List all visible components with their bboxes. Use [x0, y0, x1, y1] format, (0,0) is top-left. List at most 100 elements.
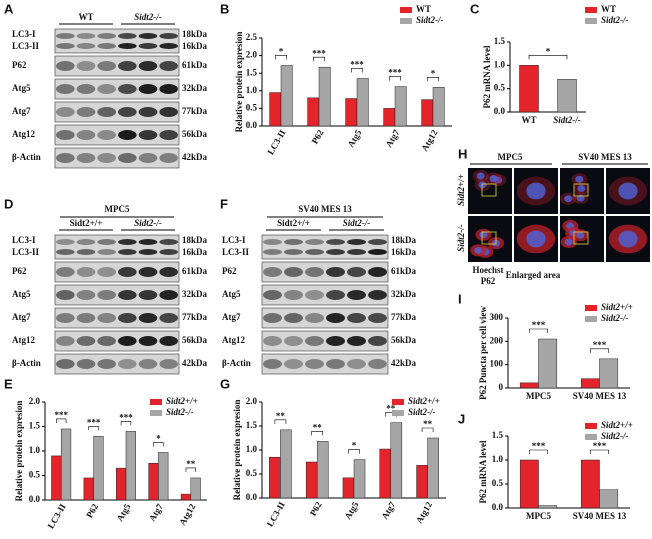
- size-label: 61kDa: [182, 60, 208, 70]
- sig-label: *: [546, 46, 551, 56]
- legend-label: Sidt2+/+: [601, 302, 633, 312]
- blot-band: [97, 313, 116, 323]
- bar: [316, 441, 329, 499]
- y-tick-label: 0.5: [246, 468, 258, 478]
- blot-band: [56, 267, 75, 277]
- group-label: WT: [78, 12, 93, 22]
- y-tick-label: 0.0: [29, 494, 41, 504]
- sig-label: ***: [350, 60, 364, 70]
- blot-band: [138, 359, 158, 369]
- blot-band: [76, 43, 96, 49]
- blot-band: [159, 130, 178, 140]
- blot-band: [347, 336, 366, 346]
- blot-band: [118, 61, 137, 71]
- bar: [416, 465, 428, 499]
- bar: [379, 448, 392, 499]
- row-label: Atg7: [12, 312, 31, 322]
- blot-band: [56, 61, 75, 71]
- x-tick-label: Atg7: [384, 128, 402, 149]
- blot-band: [97, 239, 116, 245]
- blot-band: [118, 153, 137, 163]
- blot-band: [56, 239, 75, 245]
- legend-label: Sidt2-/-: [408, 407, 436, 417]
- y-axis-label: Relative protein expresion: [14, 401, 24, 502]
- sig-bracket: [590, 449, 609, 454]
- row-label: LC3-I: [222, 235, 246, 245]
- blot-strip: [261, 353, 389, 375]
- bar: [345, 98, 358, 127]
- blot-band: [347, 239, 366, 245]
- bar: [580, 459, 600, 509]
- row-label: β-Actin: [12, 152, 41, 162]
- blot-band: [347, 359, 366, 369]
- x-tick-label: P62: [308, 500, 324, 518]
- sig-label: **: [386, 404, 396, 414]
- blot-band: [76, 290, 96, 300]
- bar: [580, 378, 600, 389]
- blot-band: [97, 267, 116, 277]
- blot-band: [138, 153, 158, 163]
- panel-letter: D: [4, 196, 13, 211]
- size-label: 42kDa: [182, 152, 208, 162]
- blot-band: [56, 33, 75, 39]
- blot-band: [97, 249, 116, 255]
- blot-band: [138, 130, 158, 140]
- x-tick-label: LC3-II: [265, 500, 287, 529]
- sig-label: *: [431, 68, 436, 78]
- blot-band: [159, 290, 178, 300]
- zoom-box: [481, 183, 497, 197]
- blot-band: [118, 267, 137, 277]
- sig-bracket: [120, 421, 132, 426]
- nucleus: [479, 231, 488, 239]
- blot-band: [326, 249, 345, 255]
- sig-bracket: [351, 68, 363, 73]
- y-tick-label: 2.0: [246, 396, 258, 406]
- y-tick-label: 1.5: [246, 67, 258, 77]
- sig-bracket: [427, 76, 439, 82]
- row-label: Atg7: [12, 106, 31, 116]
- blot-band: [305, 267, 324, 277]
- legend-label: Sidt2+/+: [408, 396, 440, 406]
- row-label: Atg5: [222, 289, 241, 299]
- blot-title: SV40 MES 13: [298, 204, 352, 214]
- legend-swatch: [585, 423, 597, 429]
- legend-swatch: [585, 434, 597, 440]
- blot-band: [138, 43, 158, 49]
- legend-swatch: [150, 410, 162, 416]
- bar: [390, 422, 403, 499]
- panel-letter: A: [4, 1, 14, 16]
- bar: [51, 455, 62, 501]
- nucleus: [564, 195, 573, 203]
- row-label: LC3-I: [12, 235, 36, 245]
- size-label: 16kDa: [391, 247, 417, 257]
- row-label: Atg12: [222, 335, 245, 345]
- nucleus: [489, 175, 498, 183]
- y-tick-label: 300: [490, 312, 504, 322]
- x-tick-label: P62: [310, 128, 326, 146]
- blot-band: [138, 84, 158, 94]
- y-axis-label: Relative protein expresion: [234, 32, 244, 133]
- bar: [305, 461, 318, 499]
- blot-band: [56, 313, 75, 323]
- blot-band: [159, 267, 178, 277]
- y-tick-label: 1.5: [246, 420, 258, 430]
- nucleus: [618, 230, 638, 248]
- sig-label: ***: [388, 68, 402, 78]
- blot-band: [56, 336, 75, 346]
- sig-label: **: [423, 419, 433, 429]
- x-tick-label: Atg5: [115, 502, 133, 523]
- size-label: 61kDa: [391, 266, 417, 276]
- bar: [342, 477, 355, 499]
- legend-label: Sidt2-/-: [601, 313, 629, 323]
- blot-band: [97, 84, 116, 94]
- legend-swatch: [585, 316, 597, 322]
- bar: [116, 467, 127, 501]
- blot-band: [118, 239, 137, 245]
- legend-swatch: [400, 18, 412, 24]
- bar: [557, 79, 577, 113]
- nucleus: [576, 194, 585, 202]
- sig-bracket: [590, 348, 609, 353]
- row-label: β-Actin: [12, 358, 41, 368]
- x-tick-label: Atg5: [346, 128, 364, 149]
- bar: [180, 493, 192, 501]
